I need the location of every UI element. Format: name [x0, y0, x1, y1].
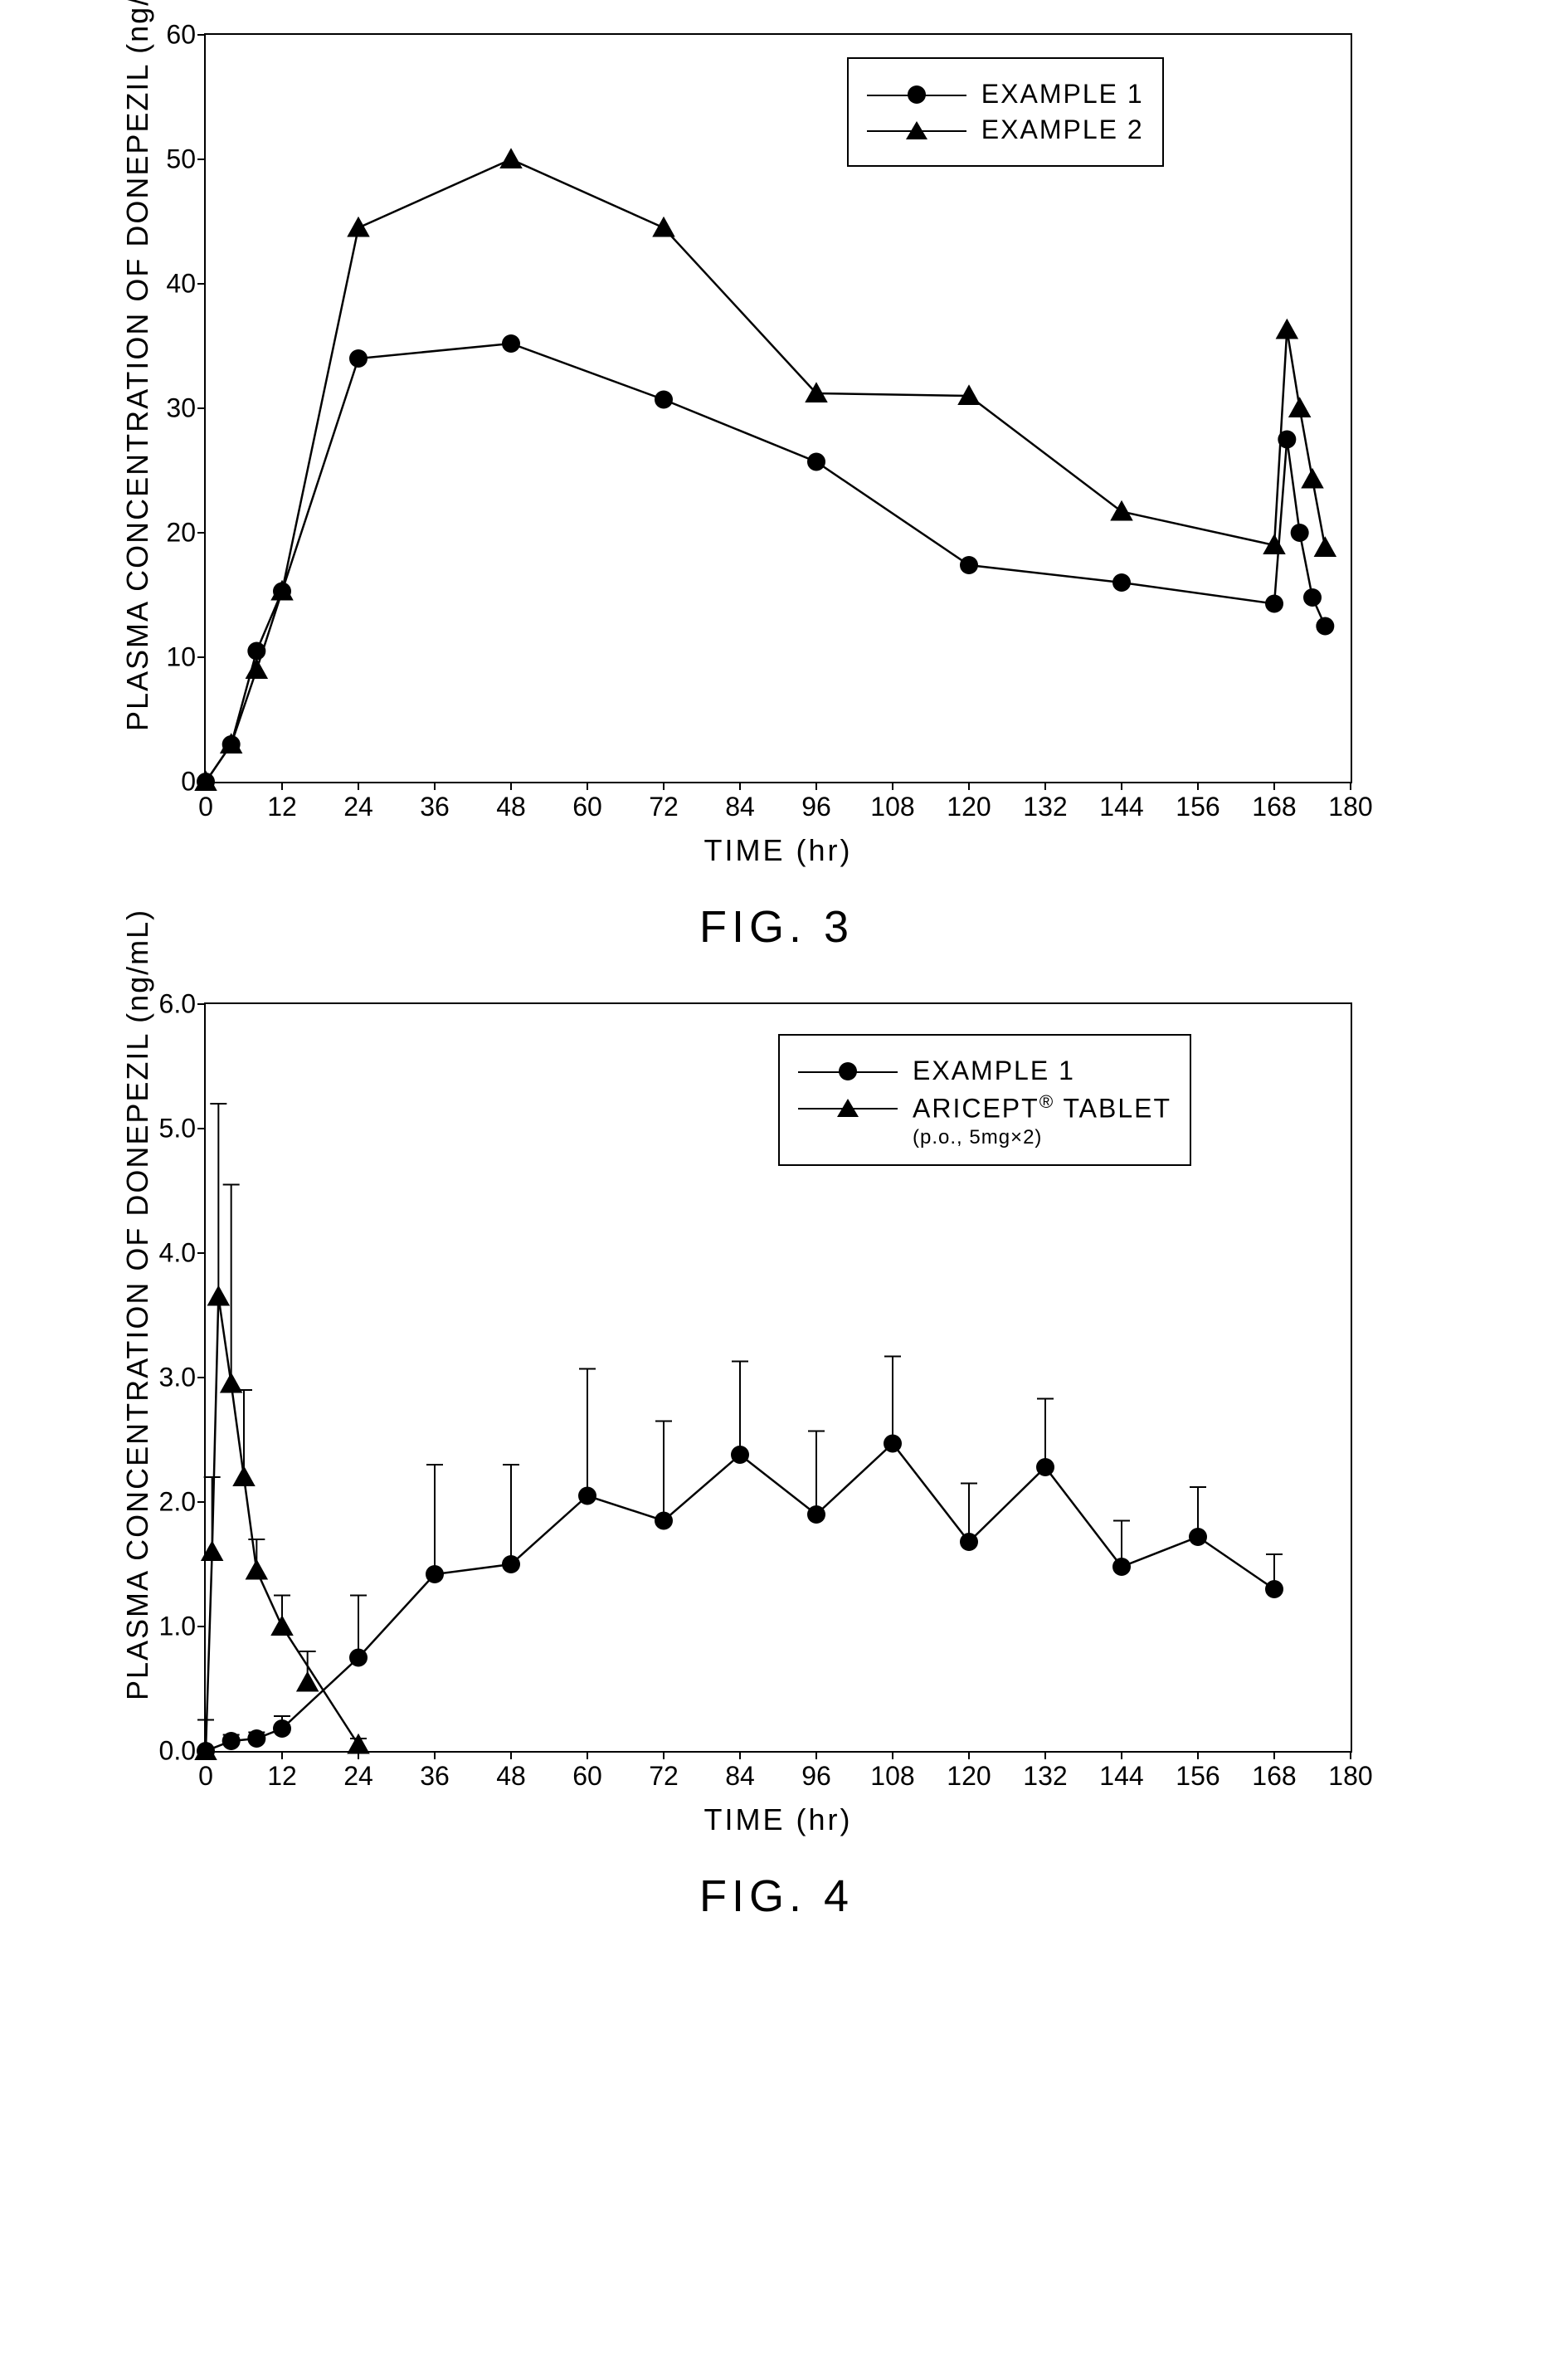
- y-tick-label: 50: [166, 144, 206, 175]
- x-tick-label: 132: [1023, 782, 1067, 822]
- x-tick-label: 48: [496, 782, 526, 822]
- x-tick-label: 60: [572, 1751, 602, 1792]
- figure-3: PLASMA CONCENTRATION OF DONEPEZIL (ng/mL…: [71, 33, 1482, 953]
- fig4-plot-area: 0.01.02.03.04.05.06.00122436486072849610…: [204, 1002, 1352, 1753]
- x-tick-label: 144: [1099, 1751, 1143, 1792]
- legend-item: ARICEPT® TABLET: [798, 1091, 1171, 1124]
- y-tick-label: 6.0: [159, 989, 206, 1020]
- x-tick-label: 60: [572, 782, 602, 822]
- x-tick-label: 24: [343, 782, 373, 822]
- legend-item: EXAMPLE 2: [867, 115, 1144, 145]
- x-tick-label: 36: [420, 1751, 450, 1792]
- y-tick-label: 30: [166, 393, 206, 424]
- fig4-ylabel: PLASMA CONCENTRATION OF DONEPEZIL (ng/mL…: [120, 1086, 155, 1700]
- fig3-plot-area: 0102030405060012243648607284961081201321…: [204, 33, 1352, 783]
- legend-label: EXAMPLE 1: [913, 1056, 1075, 1086]
- x-tick-label: 96: [801, 782, 831, 822]
- x-tick-label: 156: [1176, 1751, 1220, 1792]
- fig3-xlabel: TIME (hr): [204, 833, 1352, 868]
- y-tick-label: 3.0: [159, 1363, 206, 1393]
- x-tick-label: 168: [1252, 782, 1296, 822]
- x-tick-label: 84: [725, 1751, 755, 1792]
- legend-label: ARICEPT® TABLET: [913, 1091, 1171, 1124]
- x-tick-label: 72: [649, 782, 679, 822]
- legend-label: EXAMPLE 1: [981, 79, 1144, 110]
- legend: EXAMPLE 1 ARICEPT® TABLET(p.o., 5mg×2): [778, 1034, 1191, 1166]
- x-tick-label: 12: [267, 1751, 297, 1792]
- y-tick-label: 5.0: [159, 1114, 206, 1144]
- x-tick-label: 180: [1328, 782, 1372, 822]
- legend-label: EXAMPLE 2: [981, 115, 1144, 145]
- x-tick-label: 120: [947, 782, 991, 822]
- fig4-caption: FIG. 4: [71, 1870, 1482, 1922]
- x-tick-label: 24: [343, 1751, 373, 1792]
- x-tick-label: 120: [947, 1751, 991, 1792]
- x-tick-label: 48: [496, 1751, 526, 1792]
- x-tick-label: 72: [649, 1751, 679, 1792]
- x-tick-label: 96: [801, 1751, 831, 1792]
- legend-sublabel: (p.o., 5mg×2): [913, 1126, 1171, 1149]
- x-tick-label: 108: [870, 1751, 914, 1792]
- x-tick-label: 132: [1023, 1751, 1067, 1792]
- fig3-ylabel: PLASMA CONCENTRATION OF DONEPEZIL (ng/mL…: [120, 117, 155, 731]
- x-tick-label: 108: [870, 782, 914, 822]
- figure-4: PLASMA CONCENTRATION OF DONEPEZIL (ng/mL…: [71, 1002, 1482, 1922]
- fig3-caption: FIG. 3: [71, 901, 1482, 953]
- y-tick-label: 20: [166, 518, 206, 549]
- x-tick-label: 156: [1176, 782, 1220, 822]
- y-tick-label: 10: [166, 642, 206, 673]
- y-tick-label: 40: [166, 269, 206, 300]
- x-tick-label: 168: [1252, 1751, 1296, 1792]
- y-tick-label: 2.0: [159, 1487, 206, 1518]
- legend: EXAMPLE 1 EXAMPLE 2: [847, 57, 1164, 167]
- x-tick-label: 84: [725, 782, 755, 822]
- y-tick-label: 1.0: [159, 1612, 206, 1642]
- x-tick-label: 36: [420, 782, 450, 822]
- legend-item: EXAMPLE 1: [867, 79, 1144, 110]
- x-tick-label: 12: [267, 782, 297, 822]
- legend-item: EXAMPLE 1: [798, 1056, 1171, 1086]
- x-tick-label: 144: [1099, 782, 1143, 822]
- x-tick-label: 180: [1328, 1751, 1372, 1792]
- fig4-xlabel: TIME (hr): [204, 1802, 1352, 1837]
- y-tick-label: 4.0: [159, 1238, 206, 1269]
- y-tick-label: 60: [166, 20, 206, 51]
